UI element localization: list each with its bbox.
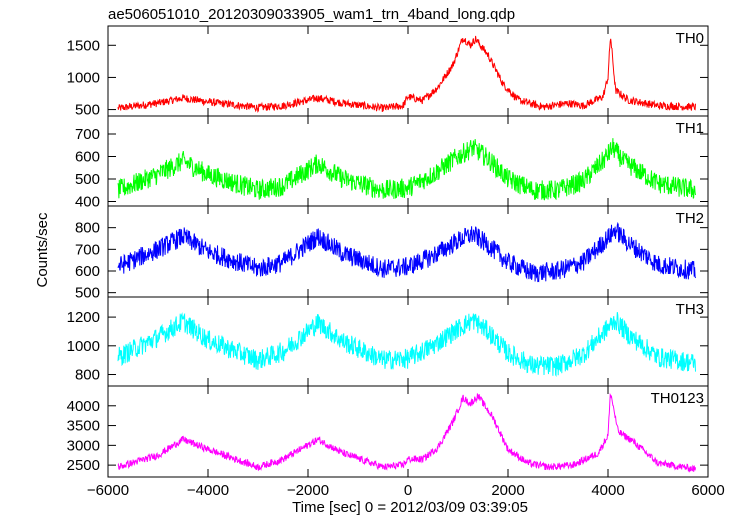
x-tick-label: 2000 bbox=[491, 482, 524, 499]
panel-label-th0123: TH0123 bbox=[651, 390, 704, 407]
y-tick-label: 600 bbox=[75, 263, 100, 280]
panel-th2: 500 600 700 800 TH2 bbox=[75, 205, 709, 302]
y-tick-label: 500 bbox=[75, 285, 100, 302]
panel-frame bbox=[107, 25, 709, 117]
y-tick-label: 1500 bbox=[67, 37, 100, 54]
y-tick-label: 3000 bbox=[67, 437, 100, 454]
series-line-th0123 bbox=[117, 392, 696, 473]
y-tick-label: 600 bbox=[75, 149, 100, 166]
x-axis-label: Time [sec] 0 = 2012/03/09 03:39:05 bbox=[292, 499, 528, 516]
panel-th0: 500 1000 1500 TH0 bbox=[67, 25, 709, 119]
y-tick-label: 800 bbox=[75, 367, 100, 384]
y-tick-label: 700 bbox=[75, 126, 100, 143]
y-tick-label: 800 bbox=[75, 220, 100, 237]
y-tick-label: 1000 bbox=[67, 69, 100, 86]
panel-th0123: 2500 3000 3500 4000 TH0123 −6000 −4000 −2000 0 20… bbox=[67, 385, 725, 499]
x-tick-label: −6000 bbox=[87, 482, 129, 499]
y-tick-label: 1000 bbox=[67, 338, 100, 355]
y-tick-label: 500 bbox=[75, 102, 100, 119]
panel-label-th1: TH1 bbox=[676, 120, 704, 137]
y-tick-label: 3500 bbox=[67, 418, 100, 435]
x-tick-label: −4000 bbox=[187, 482, 229, 499]
series-line-th0 bbox=[117, 35, 696, 113]
panel-frame bbox=[107, 205, 709, 298]
y-tick-label: 2500 bbox=[67, 457, 100, 474]
series-line-th2 bbox=[117, 221, 696, 283]
y-tick-label: 500 bbox=[75, 171, 100, 188]
panel-label-th0: TH0 bbox=[676, 30, 704, 47]
y-tick-label: 700 bbox=[75, 241, 100, 258]
panel-frame bbox=[107, 296, 709, 387]
panel-label-th3: TH3 bbox=[676, 301, 704, 318]
chart-title: ae506051010_20120309033905_wam1_trn_4ban… bbox=[108, 6, 515, 23]
panel-th3: 800 1000 1200 TH3 bbox=[67, 296, 709, 387]
x-tick-label: −2000 bbox=[287, 482, 329, 499]
y-tick-label: 400 bbox=[75, 194, 100, 211]
series-line-th1 bbox=[117, 138, 696, 201]
x-tick-label: 6000 bbox=[691, 482, 724, 499]
x-tick-label: 4000 bbox=[591, 482, 624, 499]
y-tick-label: 1200 bbox=[67, 309, 100, 326]
panel-frame bbox=[107, 115, 709, 207]
series-line-th3 bbox=[117, 312, 696, 377]
y-tick-label: 4000 bbox=[67, 398, 100, 415]
panels-layer: 500 1000 1500 TH0 400 500 600 700 TH1 500 600 700 80… bbox=[67, 25, 725, 499]
x-tick-label: 0 bbox=[404, 482, 412, 499]
y-axis-label: Counts/sec bbox=[34, 212, 51, 288]
panel-th1: 400 500 600 700 TH1 bbox=[75, 115, 709, 211]
panel-label-th2: TH2 bbox=[676, 210, 704, 227]
